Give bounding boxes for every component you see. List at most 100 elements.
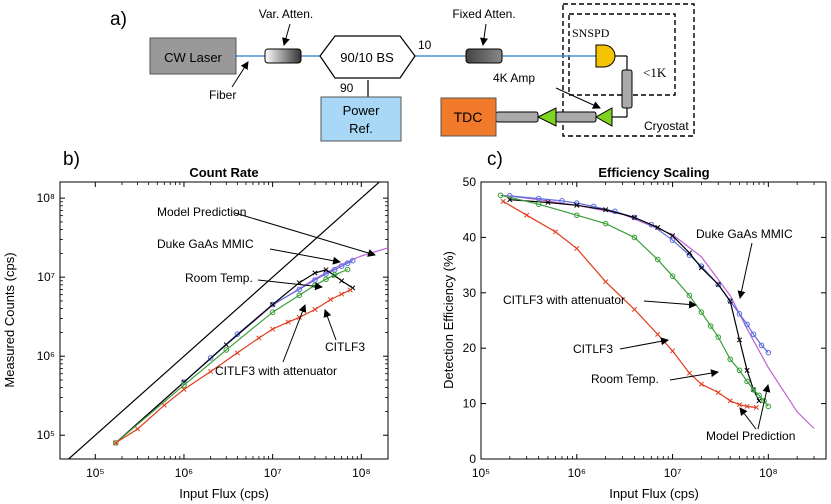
data-point [655, 331, 661, 337]
b-annot-citlf3: CITLF3 [325, 340, 365, 354]
data-point [347, 287, 353, 293]
y-tick-label: 50 [463, 175, 477, 189]
data-point [698, 309, 705, 315]
series-citlf3 [500, 198, 759, 411]
data-point [744, 321, 750, 328]
y-tick-label: 30 [463, 286, 477, 300]
data-point [223, 347, 230, 353]
data-point [603, 279, 609, 285]
y-tick-label: 10⁷ [37, 270, 55, 284]
data-point [552, 229, 559, 235]
data-point [715, 389, 721, 396]
amp-cable-1 [555, 111, 597, 123]
panel-c-ylabel: Detection Efficiency (%) [441, 251, 456, 389]
beam-splitter-label: 90/10 BS [340, 50, 394, 65]
tdc-label: TDC [454, 109, 483, 125]
data-point [736, 402, 743, 408]
data-point [181, 382, 187, 388]
series-citlf3-with-attenuator [112, 266, 351, 446]
panel-b-axes [59, 181, 389, 460]
data-point [631, 214, 637, 221]
data-point [727, 298, 733, 304]
data-point [686, 370, 692, 376]
data-point [113, 440, 119, 446]
cryostat-label: Cryostat [644, 119, 689, 133]
fixed-attenuator [465, 48, 503, 64]
data-point [727, 398, 733, 404]
x-tick-label: 10⁸ [352, 466, 370, 480]
amp-4k [594, 107, 613, 127]
panel-c-label: c) [487, 149, 503, 170]
data-point [323, 271, 329, 277]
data-point [559, 198, 565, 204]
x-tick-label: 10⁷ [264, 466, 282, 480]
data-point [670, 233, 676, 239]
data-point [744, 367, 750, 373]
data-point [524, 212, 530, 218]
cw-laser-box [149, 37, 237, 75]
data-point [736, 367, 743, 374]
data-point [707, 323, 714, 329]
cryo-cable [621, 69, 633, 109]
data-point [573, 212, 580, 219]
data-point [715, 334, 722, 340]
data-point [750, 331, 757, 338]
data-point [727, 356, 734, 363]
series-line [500, 194, 769, 407]
x-tick-label: 10⁸ [759, 466, 777, 480]
data-point [602, 220, 609, 227]
var-atten-label: Var. Atten. [259, 7, 313, 21]
data-point [574, 202, 580, 208]
data-point [223, 342, 229, 348]
data-point [296, 286, 303, 293]
data-point [207, 355, 214, 361]
x-tick-label: 10⁷ [664, 466, 682, 480]
panel-a-label: a) [110, 9, 127, 30]
panel-b-xlabel: Input Flux (cps) [179, 486, 269, 501]
y-tick-label: 10⁵ [37, 428, 55, 442]
data-point [269, 309, 276, 316]
data-point [339, 278, 345, 284]
panel-c: c) Efficiency Scaling 10⁵ 10⁶ 10⁷ 10⁸ 0 10 20 3… [441, 149, 827, 501]
panel-b-ylabel: Measured Counts (cps) [2, 252, 17, 387]
y-tick-label: 10 [463, 397, 477, 411]
data-point [631, 306, 637, 312]
panel-c-xlabel: Input Flux (cps) [609, 486, 699, 501]
amp-cable-2 [495, 111, 539, 123]
panel-c-ticks: 10⁵ 10⁶ 10⁷ 10⁸ 0 10 20 30 40 50 [463, 175, 826, 480]
series-line [68, 182, 381, 459]
port-90-label: 90 [340, 81, 354, 95]
b-annot-room: Room Temp. [185, 271, 253, 285]
cryostat-outer-box [562, 3, 695, 137]
data-point [270, 326, 276, 332]
data-point [323, 267, 329, 273]
b-annot-duke: Duke GaAs MMIC [157, 237, 254, 251]
data-point [758, 342, 765, 349]
data-point [715, 281, 721, 288]
data-point [535, 195, 542, 202]
data-point [338, 263, 345, 269]
data-point [323, 276, 329, 283]
data-point [648, 221, 655, 228]
y-tick-label: 40 [463, 230, 477, 244]
y-tick-label: 10⁸ [37, 191, 55, 205]
data-point [753, 404, 759, 411]
fiber-label: Fiber [209, 88, 236, 102]
data-point [736, 337, 743, 343]
series-citlf3-with-attenuator [497, 192, 772, 410]
power-ref-label-2: Ref. [349, 121, 373, 136]
series-line [115, 269, 354, 444]
data-point [654, 256, 661, 263]
data-point [686, 250, 692, 256]
power-ref-label-1: Power [343, 103, 381, 118]
data-point [296, 292, 303, 299]
c-annot-citlf3: CITLF3 [573, 342, 613, 356]
data-point [669, 273, 676, 279]
fixed-atten-label: Fixed Atten. [452, 7, 515, 21]
amp-room-temp [536, 107, 557, 127]
amp4k-label: 4K Amp [493, 71, 535, 85]
data-point [744, 378, 750, 385]
beam-splitter [319, 35, 416, 79]
data-point [756, 392, 762, 399]
data-point [312, 270, 318, 276]
